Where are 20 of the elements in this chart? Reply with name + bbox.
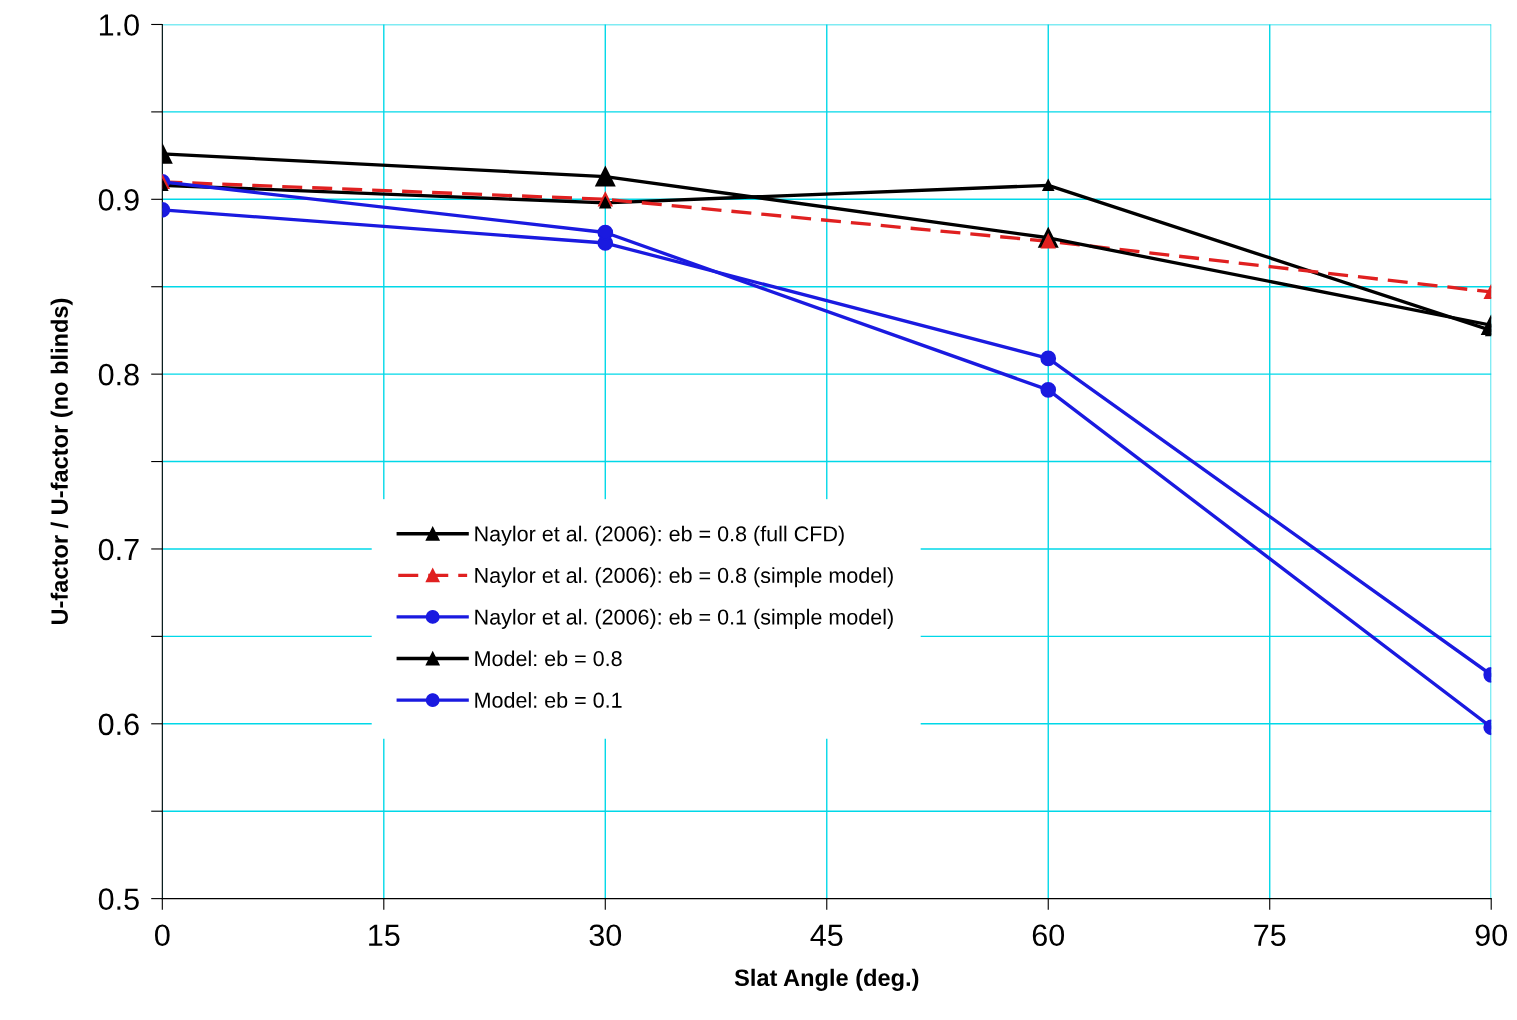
x-tick-label: 45: [810, 924, 843, 947]
y-tick-label: 0.5: [98, 888, 139, 910]
y-tick-label: 1.0: [99, 14, 139, 36]
x-axis-title: Slat Angle (deg.): [734, 968, 919, 991]
x-tick-label: 0: [155, 924, 170, 947]
x-tick-label: 90: [1475, 924, 1508, 947]
legend-label: Naylor et al. (2006): eb = 0.8 (simple model): [475, 567, 893, 588]
legend-label: Naylor et al. (2006): eb = 0.8 (full CFD): [475, 525, 844, 546]
legend-label: Model: eb = 0.1: [475, 692, 622, 708]
x-tick-label: 30: [589, 924, 622, 947]
x-tick-label: 75: [1254, 924, 1286, 947]
x-tick-label: 15: [369, 924, 400, 947]
y-tick-label: 0.8: [98, 363, 139, 386]
y-axis-title: U-factor / U-factor (no blinds): [50, 298, 73, 625]
y-tick-label: 0.7: [98, 538, 139, 561]
legend-label: Model: eb = 0.8: [475, 650, 622, 667]
x-tick-label: 60: [1032, 924, 1065, 947]
y-tick-label: 0.6: [98, 713, 139, 736]
y-tick-label: 0.9: [98, 189, 139, 211]
legend-label: Naylor et al. (2006): eb = 0.1 (simple model): [475, 608, 893, 629]
